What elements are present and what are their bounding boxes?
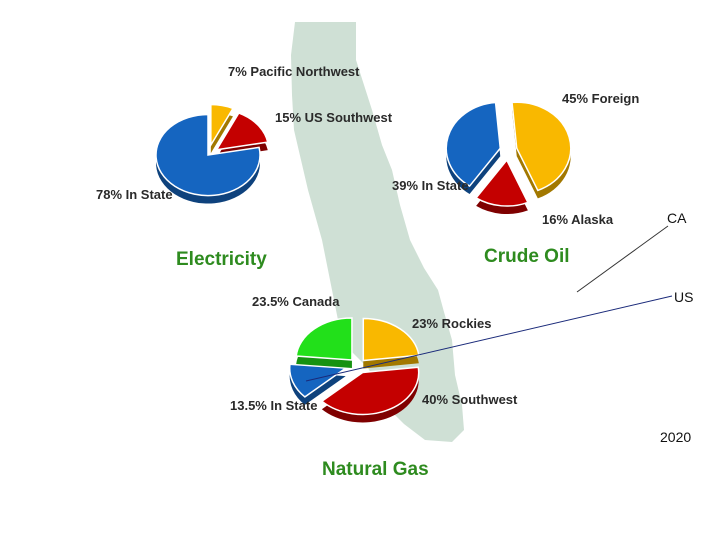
pie-slice-40-southwest <box>320 366 420 416</box>
pie-slice-23-rockies <box>362 317 420 362</box>
pie-slice-23-5-canada <box>295 317 353 361</box>
crude-oil-label-foreign: 45% Foreign <box>562 91 639 106</box>
natural-gas-label-rockies: 23% Rockies <box>412 316 492 331</box>
electricity-title: Electricity <box>176 249 267 270</box>
crude-oil-label-alaska: 16% Alaska <box>542 212 614 227</box>
electricity-label-us-southwest: 15% US Southwest <box>275 110 393 125</box>
natural-gas-pie <box>288 317 420 423</box>
electricity-label-pacific-northwest: 7% Pacific Northwest <box>228 64 360 79</box>
crude-oil-label-in-state: 39% In State <box>392 178 469 193</box>
us-leader-line <box>305 295 673 382</box>
natural-gas-title: Natural Gas <box>322 459 429 480</box>
natural-gas-label-canada: 23.5% Canada <box>252 294 340 309</box>
electricity-pie <box>155 103 269 204</box>
pie-slice-13-5-in-state <box>288 363 348 398</box>
year-label: 2020 <box>660 429 691 445</box>
pie-slice-78-in-state <box>155 113 261 197</box>
us-label: US <box>674 289 693 305</box>
pie-slice-45-foreign <box>511 101 572 192</box>
ca-leader-line <box>576 225 669 293</box>
pie-slice-39-in-state <box>445 101 502 188</box>
crude-oil-title: Crude Oil <box>484 246 570 267</box>
electricity-label-in-state: 78% In State <box>96 187 173 202</box>
ca-label: CA <box>667 210 687 226</box>
natural-gas-label-southwest: 40% Southwest <box>422 392 518 407</box>
california-map-shape <box>291 22 464 442</box>
pie-slice-15-us-southwest <box>215 112 269 151</box>
crude-oil-pie <box>445 101 572 215</box>
pie-slice-16-alaska <box>474 158 529 207</box>
natural-gas-label-in-state: 13.5% In State <box>230 398 317 413</box>
pie-slice-7-pacific-northwest <box>210 103 235 148</box>
